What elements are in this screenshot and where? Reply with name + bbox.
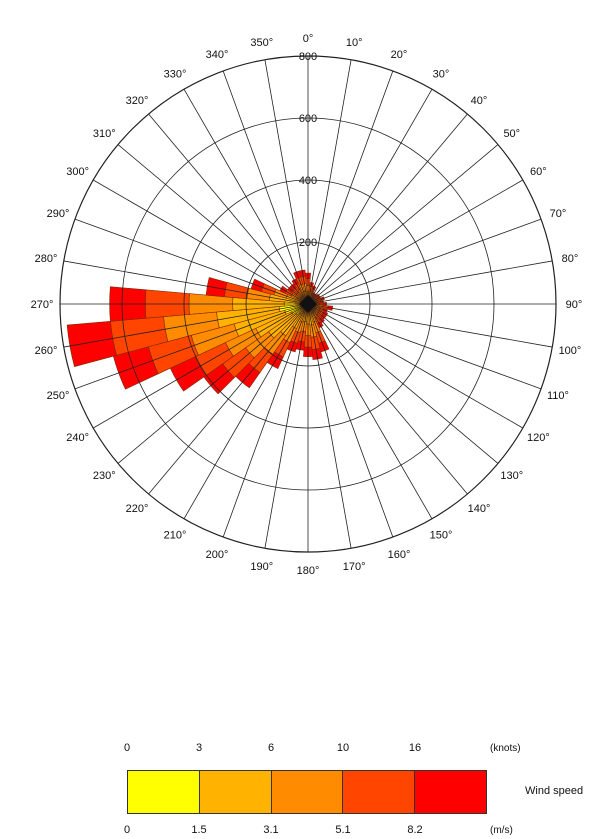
spoke-80 bbox=[307, 260, 553, 305]
spoke-250 bbox=[74, 303, 309, 390]
direction-label-30: 30° bbox=[433, 69, 450, 81]
direction-label-290: 290° bbox=[47, 208, 70, 220]
spoke-40 bbox=[307, 113, 468, 305]
spoke-200 bbox=[222, 303, 309, 538]
ring-label-600: 600 bbox=[299, 113, 317, 125]
wedge-280-class-3 bbox=[224, 281, 250, 299]
wedge-260-class-4 bbox=[66, 320, 117, 367]
spoke-210 bbox=[183, 303, 309, 519]
direction-label-300: 300° bbox=[66, 166, 89, 178]
legend-swatch-4 bbox=[415, 771, 486, 813]
spoke-290 bbox=[74, 218, 309, 305]
spoke-260 bbox=[63, 303, 309, 348]
spoke-120 bbox=[307, 303, 523, 429]
spoke-330 bbox=[183, 89, 309, 305]
spoke-10 bbox=[307, 59, 352, 305]
spoke-280 bbox=[63, 260, 309, 305]
wind-rose-chart: 200 400 600 800 0° 10° 20° 30° 40° 50° 60° 70° 80° 90… bbox=[31, 33, 583, 577]
spoke-350 bbox=[264, 59, 309, 305]
spoke-220 bbox=[148, 303, 309, 495]
direction-label-210: 210° bbox=[164, 529, 187, 541]
direction-label-160: 160° bbox=[388, 549, 411, 561]
spoke-240 bbox=[93, 303, 309, 429]
ring-label-200: 200 bbox=[299, 237, 317, 249]
knots-tick-4: 16 bbox=[408, 742, 422, 754]
spoke-320 bbox=[148, 113, 309, 305]
direction-label-150: 150° bbox=[430, 529, 453, 541]
direction-label-110: 110° bbox=[547, 390, 569, 402]
spoke-60 bbox=[307, 179, 523, 305]
wedge-170-class-4 bbox=[311, 347, 323, 360]
knots-tick-2: 6 bbox=[267, 742, 275, 754]
direction-label-10: 10° bbox=[346, 37, 363, 49]
center-marker bbox=[299, 295, 317, 313]
spoke-300 bbox=[93, 179, 309, 305]
spoke-310 bbox=[117, 144, 309, 305]
spoke-150 bbox=[307, 303, 433, 519]
ring-label-800: 800 bbox=[299, 51, 317, 63]
direction-label-270: 270° bbox=[31, 299, 54, 311]
legend-swatch-2 bbox=[271, 771, 344, 813]
direction-label-180: 180° bbox=[297, 565, 320, 577]
direction-label-230: 230° bbox=[93, 470, 116, 482]
direction-label-60: 60° bbox=[530, 166, 547, 178]
ring-label-400: 400 bbox=[299, 175, 317, 187]
direction-label-130: 130° bbox=[500, 470, 523, 482]
direction-label-190: 190° bbox=[250, 561, 273, 573]
ms-tick-2: 3.1 bbox=[263, 824, 279, 836]
spoke-170 bbox=[307, 303, 352, 549]
direction-label-140: 140° bbox=[468, 503, 491, 515]
legend-swatch-1 bbox=[199, 771, 272, 813]
spoke-70 bbox=[307, 218, 542, 305]
direction-label-70: 70° bbox=[550, 208, 567, 220]
direction-label-170: 170° bbox=[343, 561, 366, 573]
direction-label-250: 250° bbox=[47, 390, 70, 402]
direction-label-20: 20° bbox=[391, 49, 408, 61]
spoke-140 bbox=[307, 303, 468, 495]
direction-label-280: 280° bbox=[35, 253, 58, 265]
legend-swatch-0 bbox=[128, 771, 200, 813]
direction-label-260: 260° bbox=[35, 345, 58, 357]
spoke-230 bbox=[117, 303, 309, 464]
legend-swatch-3 bbox=[343, 771, 416, 813]
spoke-100 bbox=[307, 303, 553, 348]
direction-label-240: 240° bbox=[66, 432, 89, 444]
direction-label-220: 220° bbox=[126, 503, 149, 515]
spoke-340 bbox=[222, 70, 309, 305]
knots-unit-label: (knots) bbox=[490, 743, 521, 754]
direction-label-350: 350° bbox=[250, 37, 273, 49]
direction-label-80: 80° bbox=[562, 253, 579, 265]
wind-speed-color-bar bbox=[127, 770, 487, 814]
direction-label-50: 50° bbox=[503, 128, 520, 140]
spoke-130 bbox=[307, 303, 499, 464]
ms-unit-label: (m/s) bbox=[490, 825, 513, 836]
spoke-110 bbox=[307, 303, 542, 390]
ms-tick-3: 5.1 bbox=[335, 824, 351, 836]
knots-tick-1: 3 bbox=[195, 742, 203, 754]
direction-label-100: 100° bbox=[559, 345, 582, 357]
legend-title: Wind speed bbox=[525, 785, 584, 797]
direction-label-90: 90° bbox=[566, 299, 583, 311]
wedge-280-class-4 bbox=[205, 277, 228, 298]
direction-label-320: 320° bbox=[126, 95, 149, 107]
direction-label-340: 340° bbox=[206, 49, 229, 61]
spoke-30 bbox=[307, 89, 433, 305]
ms-tick-0: 0 bbox=[123, 824, 131, 836]
knots-tick-0: 0 bbox=[123, 742, 131, 754]
spoke-50 bbox=[307, 144, 499, 305]
direction-label-40: 40° bbox=[471, 95, 488, 107]
direction-label-200: 200° bbox=[206, 549, 229, 561]
direction-label-330: 330° bbox=[164, 69, 187, 81]
spoke-20 bbox=[307, 70, 394, 305]
spoke-160 bbox=[307, 303, 394, 538]
direction-label-0: 0° bbox=[303, 33, 314, 45]
direction-label-310: 310° bbox=[93, 128, 116, 140]
ms-tick-4: 8.2 bbox=[407, 824, 423, 836]
ms-tick-1: 1.5 bbox=[191, 824, 207, 836]
direction-label-120: 120° bbox=[527, 432, 550, 444]
spoke-190 bbox=[264, 303, 309, 549]
knots-tick-3: 10 bbox=[336, 742, 350, 754]
